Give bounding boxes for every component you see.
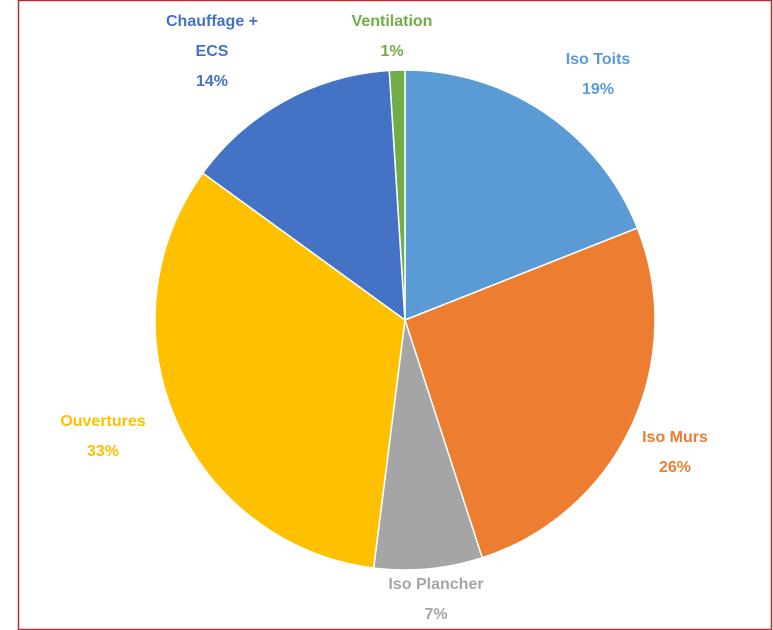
value-label: 26%	[658, 459, 692, 476]
slice-label: Ventilation 1%	[317, 7, 467, 67]
slice-label: Iso Toits 19%	[523, 45, 673, 105]
pie-slice	[404, 226, 656, 559]
category-label: Iso Murs	[642, 429, 708, 446]
value-label: 14%	[195, 73, 229, 90]
slice-label: Iso Plancher 7%	[361, 570, 511, 630]
category-label: Chauffage + ECS	[165, 13, 258, 60]
value-label: 33%	[86, 443, 120, 460]
pie-slice	[372, 319, 484, 571]
category-label: Ventilation	[351, 13, 433, 30]
value-label: 7%	[424, 606, 448, 623]
slice-label: Ouvertures 33%	[28, 407, 178, 467]
slice-label: Chauffage + ECS 14%	[137, 7, 287, 97]
slice-label: Iso Murs 26%	[600, 423, 750, 483]
value-label: 19%	[581, 81, 615, 98]
pie-slice	[404, 69, 639, 322]
category-label: Iso Plancher	[388, 576, 484, 593]
category-label: Ouvertures	[60, 413, 146, 430]
pie-slice	[201, 69, 406, 322]
value-label: 1%	[380, 43, 404, 60]
pie-slice	[388, 69, 406, 321]
pie-slice	[154, 172, 406, 569]
category-label: Iso Toits	[565, 51, 631, 68]
